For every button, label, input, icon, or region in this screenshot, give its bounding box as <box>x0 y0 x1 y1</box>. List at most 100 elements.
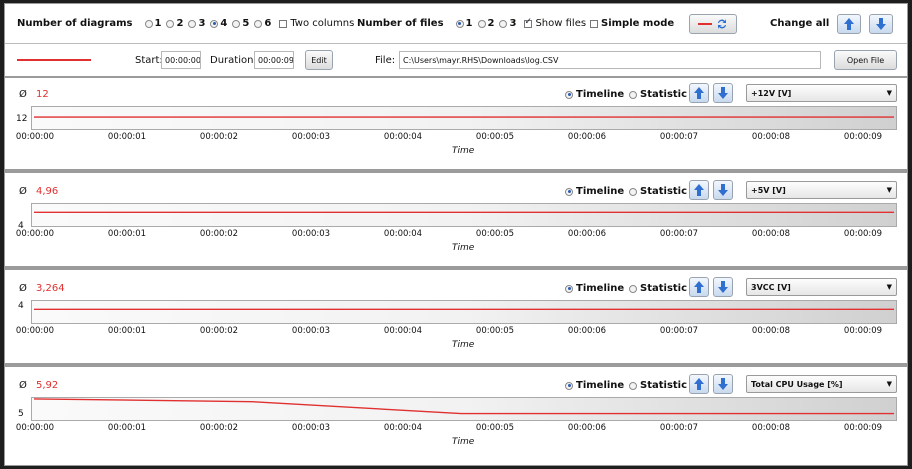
x-tick-label: 00:00:09 <box>843 423 883 433</box>
diagrams-option-6[interactable]: 6 <box>254 18 271 29</box>
x-tick-label: 00:00:03 <box>291 132 331 142</box>
diagrams-radio-3[interactable] <box>188 19 197 28</box>
move-down-button[interactable] <box>713 277 733 297</box>
x-axis-ticks: 00:00:00 00:00:01 00:00:02 00:00:03 00:00:04… <box>5 229 907 241</box>
channel-select[interactable]: +5V [V] ▼ <box>746 181 897 199</box>
diagrams-radio-4[interactable] <box>210 19 219 28</box>
two-columns-checkbox[interactable] <box>279 19 288 28</box>
move-up-button[interactable] <box>689 83 709 103</box>
x-tick-label: 00:00:00 <box>15 132 55 142</box>
arrow-down-icon <box>876 18 886 30</box>
average-value: 5,92 <box>36 380 59 391</box>
statistic-option[interactable]: Statistic <box>629 380 687 391</box>
move-up-button[interactable] <box>689 277 709 297</box>
diagrams-option-5[interactable]: 5 <box>232 18 249 29</box>
diagrams-option-2[interactable]: 2 <box>166 18 183 29</box>
x-tick-label: 00:00:04 <box>383 423 423 433</box>
statistic-radio[interactable] <box>629 381 637 390</box>
timeline-radio[interactable] <box>565 187 573 196</box>
x-axis-label: Time <box>452 146 475 156</box>
x-axis-ticks: 00:00:00 00:00:01 00:00:02 00:00:03 00:00:04… <box>5 132 907 144</box>
timeline-option[interactable]: Timeline <box>565 283 624 294</box>
x-tick-label: 00:00:00 <box>15 423 55 433</box>
files-radio-3[interactable] <box>499 19 508 28</box>
timeline-radio[interactable] <box>565 90 573 99</box>
x-tick-label: 00:00:06 <box>567 326 607 336</box>
x-tick-label: 00:00:06 <box>567 132 607 142</box>
channel-select[interactable]: Total CPU Usage [%] ▼ <box>746 375 897 393</box>
channel-select-value: +5V [V] <box>751 186 786 195</box>
series-chart <box>33 398 895 415</box>
diagrams-option-3[interactable]: 3 <box>188 18 205 29</box>
change-all-down-button[interactable] <box>869 14 893 34</box>
timeline-label: Timeline <box>576 380 625 391</box>
plot-area <box>31 397 897 421</box>
channel-select[interactable]: +12V [V] ▼ <box>746 84 897 102</box>
statistic-radio[interactable] <box>629 90 637 99</box>
series-color-line[interactable] <box>17 59 91 61</box>
diagrams-radio-2[interactable] <box>166 19 175 28</box>
file-bar: Start: 00:00:00 Duration: 00:00:09 Edit … <box>5 44 907 78</box>
move-up-button[interactable] <box>689 180 709 200</box>
statistic-option[interactable]: Statistic <box>629 186 687 197</box>
change-all-up-button[interactable] <box>837 14 861 34</box>
y-tick-label: 4 <box>18 301 24 311</box>
diagram-panel: Ø 3,264 Timeline Statistic 3VCC [V] ▼ 4 00:00:0… <box>5 272 907 367</box>
files-option-1[interactable]: 1 <box>455 18 473 29</box>
diagrams-radio-5[interactable] <box>232 19 241 28</box>
arrow-up-icon <box>694 281 704 293</box>
statistic-option[interactable]: Statistic <box>629 89 687 100</box>
x-tick-label: 00:00:08 <box>751 229 791 239</box>
swap-icon <box>718 19 726 29</box>
series-chart <box>33 116 895 118</box>
diagrams-option-label: 4 <box>220 18 228 29</box>
timeline-option[interactable]: Timeline <box>565 380 624 391</box>
line-style-button[interactable] <box>689 14 737 34</box>
open-file-button[interactable]: Open File <box>834 50 897 70</box>
timeline-radio[interactable] <box>565 381 573 390</box>
statistic-label: Statistic <box>640 283 688 294</box>
x-tick-label: 00:00:00 <box>15 229 55 239</box>
diagrams-option-1[interactable]: 1 <box>144 18 161 29</box>
file-path-input[interactable]: C:\Users\mayr.RHS\Downloads\log.CSV <box>399 51 821 69</box>
move-down-button[interactable] <box>713 180 733 200</box>
diagrams-option-label: 3 <box>198 18 206 29</box>
simple-mode-label: Simple mode <box>601 18 675 29</box>
channel-select[interactable]: 3VCC [V] ▼ <box>746 278 897 296</box>
x-tick-label: 00:00:08 <box>751 326 791 336</box>
move-down-button[interactable] <box>713 374 733 394</box>
plot-area <box>31 203 897 227</box>
file-label: File: <box>375 55 396 66</box>
files-radio-2[interactable] <box>477 19 486 28</box>
diagrams-option-4[interactable]: 4 <box>210 18 227 29</box>
diagrams-group: Number of diagrams 1 2 3 4 5 6 Two columns <box>17 18 354 29</box>
x-tick-label: 00:00:05 <box>475 423 515 433</box>
diagrams-radio-1[interactable] <box>144 19 153 28</box>
x-tick-label: 00:00:05 <box>475 132 515 142</box>
statistic-radio[interactable] <box>629 187 637 196</box>
statistic-radio[interactable] <box>629 284 637 293</box>
arrow-down-icon <box>718 87 728 99</box>
timeline-option[interactable]: Timeline <box>565 89 624 100</box>
file-options: 1 2 3 <box>455 18 522 29</box>
x-tick-label: 00:00:02 <box>199 132 239 142</box>
chevron-down-icon: ▼ <box>886 283 892 291</box>
move-up-button[interactable] <box>689 374 709 394</box>
timeline-option[interactable]: Timeline <box>565 186 624 197</box>
start-label: Start: <box>135 55 163 66</box>
timeline-radio[interactable] <box>565 284 573 293</box>
arrow-up-icon <box>694 184 704 196</box>
statistic-option[interactable]: Statistic <box>629 283 687 294</box>
duration-input[interactable]: 00:00:09 <box>254 51 294 69</box>
start-input[interactable]: 00:00:00 <box>161 51 201 69</box>
edit-button[interactable]: Edit <box>305 50 333 70</box>
files-radio-1[interactable] <box>455 19 464 28</box>
files-option-2[interactable]: 2 <box>477 18 494 29</box>
diagrams-radio-6[interactable] <box>254 19 263 28</box>
files-option-3[interactable]: 3 <box>499 18 516 29</box>
two-columns-label: Two columns <box>290 18 355 29</box>
x-tick-label: 00:00:03 <box>291 229 331 239</box>
simple-mode-checkbox[interactable] <box>590 19 598 28</box>
show-files-checkbox[interactable] <box>524 17 533 28</box>
move-down-button[interactable] <box>713 83 733 103</box>
